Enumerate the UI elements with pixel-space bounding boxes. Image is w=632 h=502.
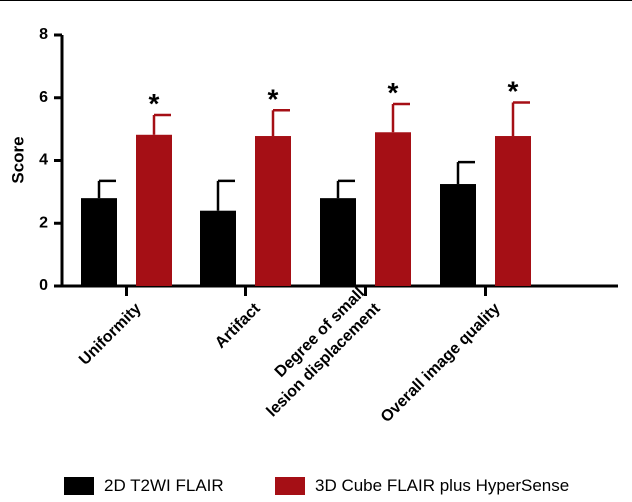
category-label-group: Uniformity <box>76 300 145 369</box>
bar <box>81 198 117 286</box>
y-tick-label: 0 <box>39 277 48 294</box>
legend-swatch-3d <box>275 477 305 495</box>
legend-label-2d: 2D T2WI FLAIR <box>104 476 224 495</box>
category-label: Overall image quality <box>378 300 504 426</box>
legend-label-3d: 3D Cube FLAIR plus HyperSense <box>315 476 570 495</box>
y-axis: 0 2 4 6 8 <box>39 26 64 294</box>
legend-swatch-2d <box>64 477 94 495</box>
significance-star: * <box>508 75 519 106</box>
category-labels: Uniformity Artifact Degree of smalllesion … <box>76 285 504 426</box>
category-label-group: Artifact <box>212 300 264 352</box>
bar <box>495 136 531 286</box>
bars: * * * * <box>81 75 531 286</box>
bar-chart: 0 2 4 6 8 * * * * Uniformity Artifact Degree of s… <box>8 26 618 426</box>
significance-star: * <box>149 88 160 119</box>
category-label: Uniformity <box>76 300 145 369</box>
legend-item-2d: 2D T2WI FLAIR <box>64 475 224 497</box>
y-tick-label: 8 <box>39 26 48 43</box>
frame-top-border <box>0 0 632 1</box>
y-tick-label: 2 <box>39 214 48 231</box>
bar <box>200 210 236 286</box>
x-axis <box>60 284 618 296</box>
bar <box>375 132 411 286</box>
significance-star: * <box>268 83 279 114</box>
category-label: Artifact <box>212 300 264 352</box>
bar <box>440 184 476 286</box>
bar <box>136 134 172 286</box>
bar <box>255 136 291 286</box>
y-tick-label: 4 <box>39 152 48 169</box>
category-label-group: Overall image quality <box>378 300 504 426</box>
bar <box>320 198 356 286</box>
legend-item-3d: 3D Cube FLAIR plus HyperSense <box>275 475 569 497</box>
significance-star: * <box>388 77 399 108</box>
y-tick-label: 6 <box>39 89 48 106</box>
y-axis-title: Score <box>8 136 27 183</box>
